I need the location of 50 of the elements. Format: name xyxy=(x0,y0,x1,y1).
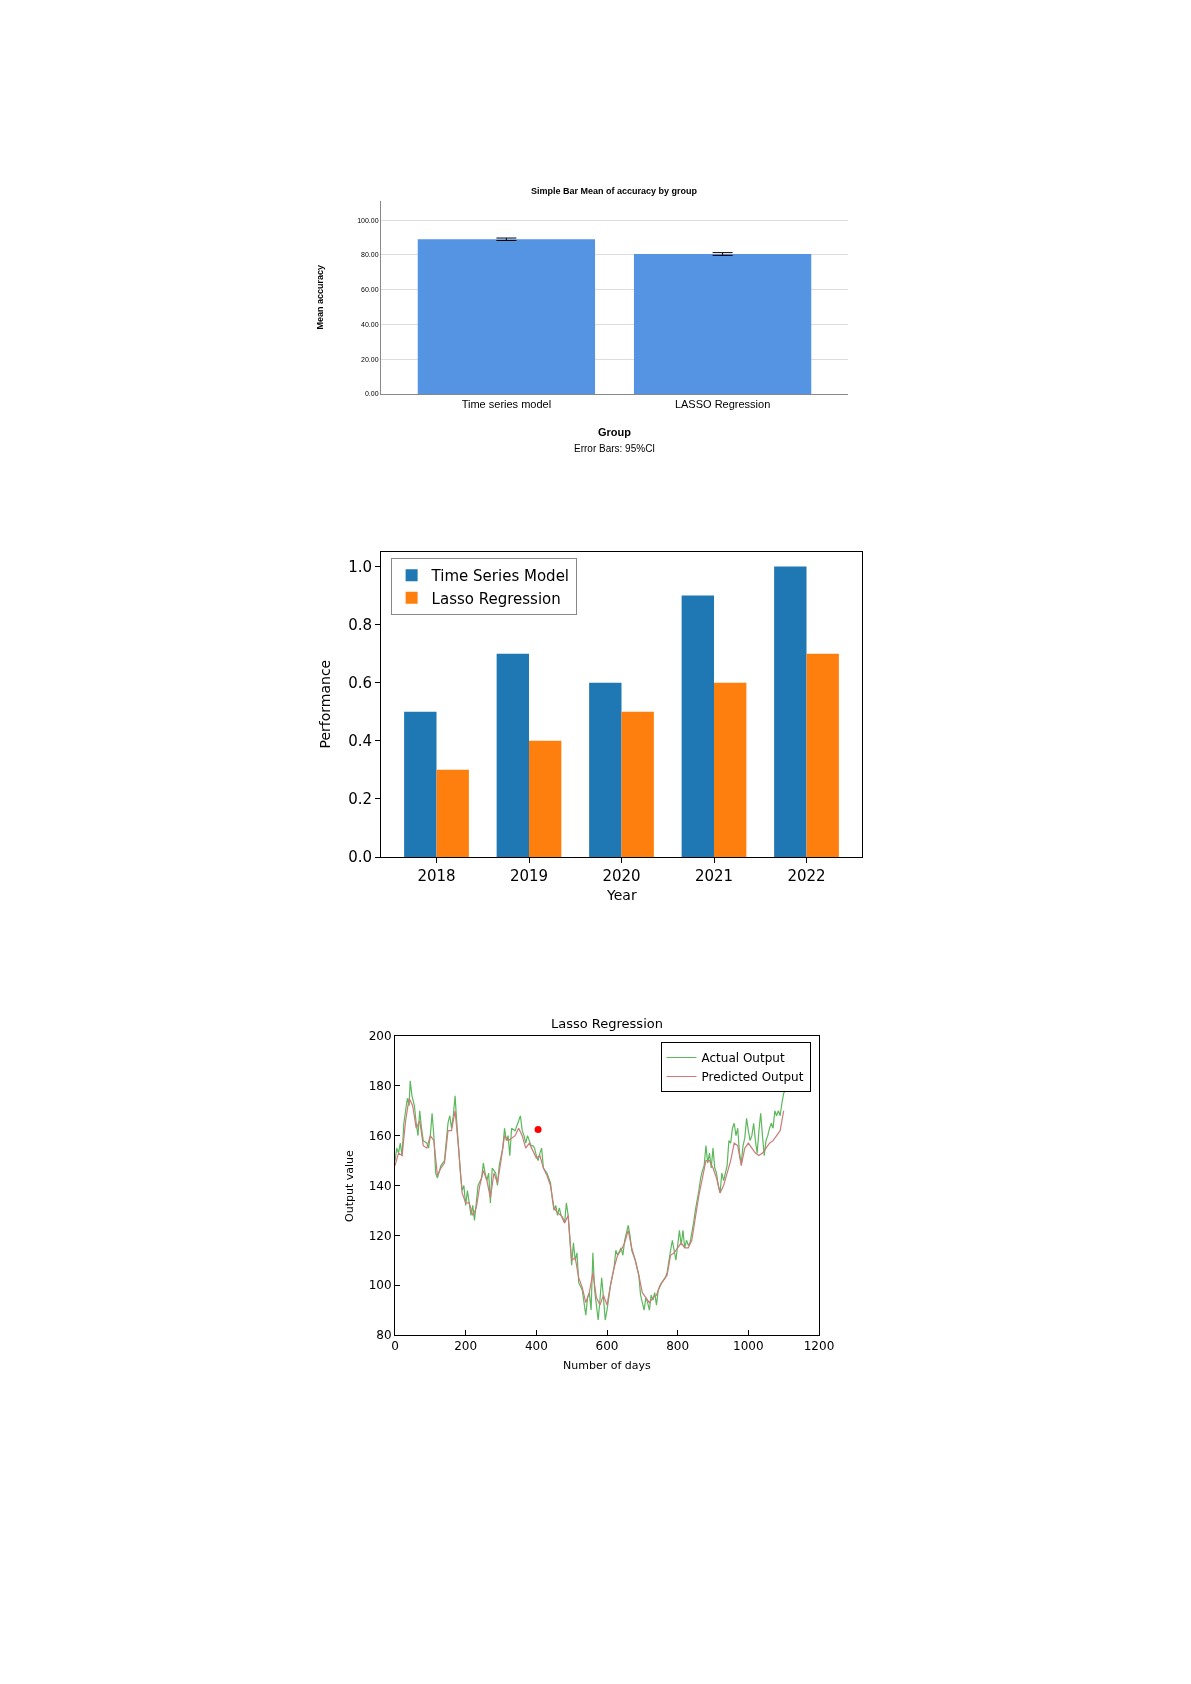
legend-label: Predicted Output xyxy=(701,1070,804,1085)
bar xyxy=(806,653,839,857)
text: Error Bars: 95%CI xyxy=(574,443,656,454)
x-tick-label: 400 xyxy=(524,1339,548,1354)
x-tick-label: 2019 xyxy=(509,867,549,885)
legend-label: Time Series Model xyxy=(430,567,570,586)
bar xyxy=(774,566,807,857)
y-tick-label: 0.4 xyxy=(348,732,372,751)
x-tick-label: Time series model xyxy=(461,398,552,411)
x-tick-label: 1200 xyxy=(803,1339,835,1354)
bar xyxy=(404,711,437,857)
x-axis-title: Year xyxy=(606,887,637,903)
x-axis-title: Number of days xyxy=(563,1359,652,1372)
y-tick-label: 100 xyxy=(368,1278,392,1293)
bar xyxy=(621,711,654,857)
x-tick-label: 2021 xyxy=(694,867,734,885)
x-tick-label: 600 xyxy=(595,1339,619,1354)
x-tick-label: 2018 xyxy=(417,867,456,885)
x-tick-label: 2020 xyxy=(602,867,641,885)
x-tick-label: 1000 xyxy=(733,1339,764,1354)
y-tick-label: 0.0 xyxy=(348,848,372,867)
bar xyxy=(681,595,714,857)
x-axis-title: Group xyxy=(598,426,632,438)
y-tick-label: 160 xyxy=(368,1128,392,1143)
y-axis-title: Output value xyxy=(342,1149,356,1222)
bar xyxy=(436,769,469,857)
x-tick-label: LASSO Regression xyxy=(674,398,771,411)
bar xyxy=(496,653,529,857)
y-tick-label: 140 xyxy=(368,1178,392,1193)
x-tick-label: 800 xyxy=(666,1339,690,1354)
x-tick-label: 2022 xyxy=(787,867,826,885)
y-tick-label: 0.8 xyxy=(348,615,372,634)
y-tick-label: 180 xyxy=(368,1079,392,1094)
bar xyxy=(589,682,622,857)
y-tick-label: 1.0 xyxy=(348,557,372,576)
x-tick-label: 200 xyxy=(454,1339,478,1354)
y-axis-title: Performance xyxy=(316,659,333,749)
legend-label: Lasso Regression xyxy=(431,589,561,608)
y-tick-label: 80 xyxy=(376,1328,392,1343)
y-tick-label: 200 xyxy=(368,1029,392,1044)
y-axis-title: Mean accuracy xyxy=(314,264,325,330)
y-tick-label: 0.2 xyxy=(348,790,372,809)
y-tick-label: 120 xyxy=(368,1228,392,1243)
y-tick-label: 0.6 xyxy=(348,673,372,692)
chart-title: Simple Bar Mean of accuracy by group xyxy=(531,186,698,196)
bar xyxy=(714,682,747,857)
bar xyxy=(529,740,562,857)
legend-label: Actual Output xyxy=(701,1051,785,1066)
x-tick-label: 0 xyxy=(391,1339,399,1354)
chart-title: Lasso Regression xyxy=(551,1016,663,1031)
